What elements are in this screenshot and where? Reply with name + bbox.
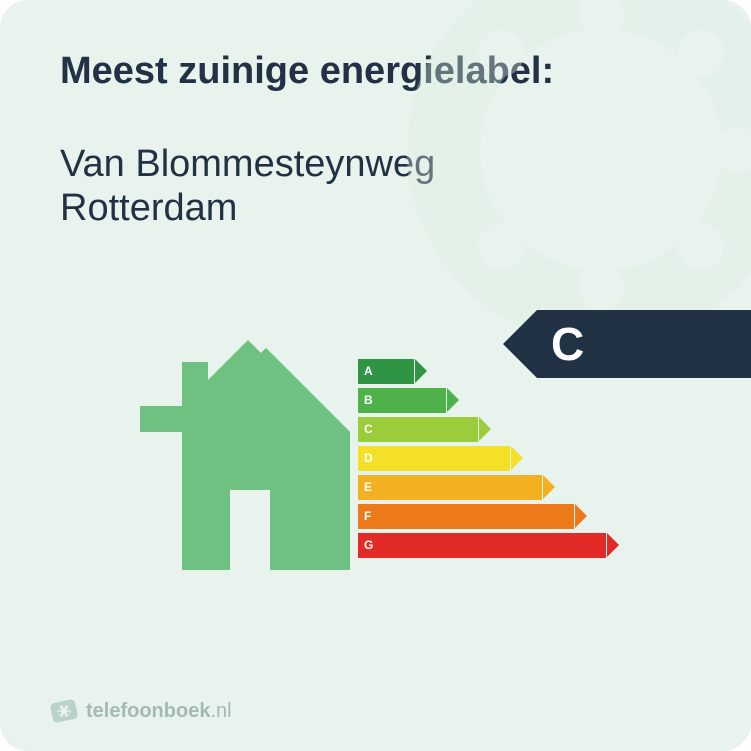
brand-name: telefoonboek — [86, 700, 210, 722]
energy-bar: C — [358, 417, 751, 442]
energy-bar: E — [358, 475, 751, 500]
energy-bar: G — [358, 533, 751, 558]
address-city: Rotterdam — [60, 187, 237, 229]
energy-bar: B — [358, 388, 751, 413]
house-icon — [140, 340, 350, 570]
energy-bar-label: B — [364, 388, 373, 413]
brand-icon — [50, 697, 78, 725]
background-watermark — [391, 0, 751, 360]
energy-bar-shape — [358, 533, 606, 558]
energy-bar-label: E — [364, 475, 372, 500]
energy-bar-shape — [358, 504, 574, 529]
energy-bar-shape — [358, 446, 510, 471]
brand-footer: telefoonboek.nl — [50, 697, 232, 725]
energy-bar-label: F — [364, 504, 371, 529]
energy-bar: A — [358, 359, 751, 384]
brand-tld: .nl — [210, 700, 231, 722]
brand-text: telefoonboek.nl — [86, 700, 232, 723]
energy-bar-label: D — [364, 446, 373, 471]
energy-label-card: Meest zuinige energielabel: Van Blommest… — [0, 0, 751, 751]
energy-label-graphic: C ABCDEFG — [60, 310, 701, 570]
energy-bar-shape — [358, 417, 478, 442]
address-street: Van Blommesteynweg — [60, 143, 435, 185]
energy-bar: D — [358, 446, 751, 471]
energy-bar-label: A — [364, 359, 373, 384]
energy-bar: F — [358, 504, 751, 529]
energy-bar-shape — [358, 475, 542, 500]
energy-bar-label: G — [364, 533, 373, 558]
energy-bar-label: C — [364, 417, 373, 442]
energy-bars: ABCDEFG — [358, 359, 751, 562]
